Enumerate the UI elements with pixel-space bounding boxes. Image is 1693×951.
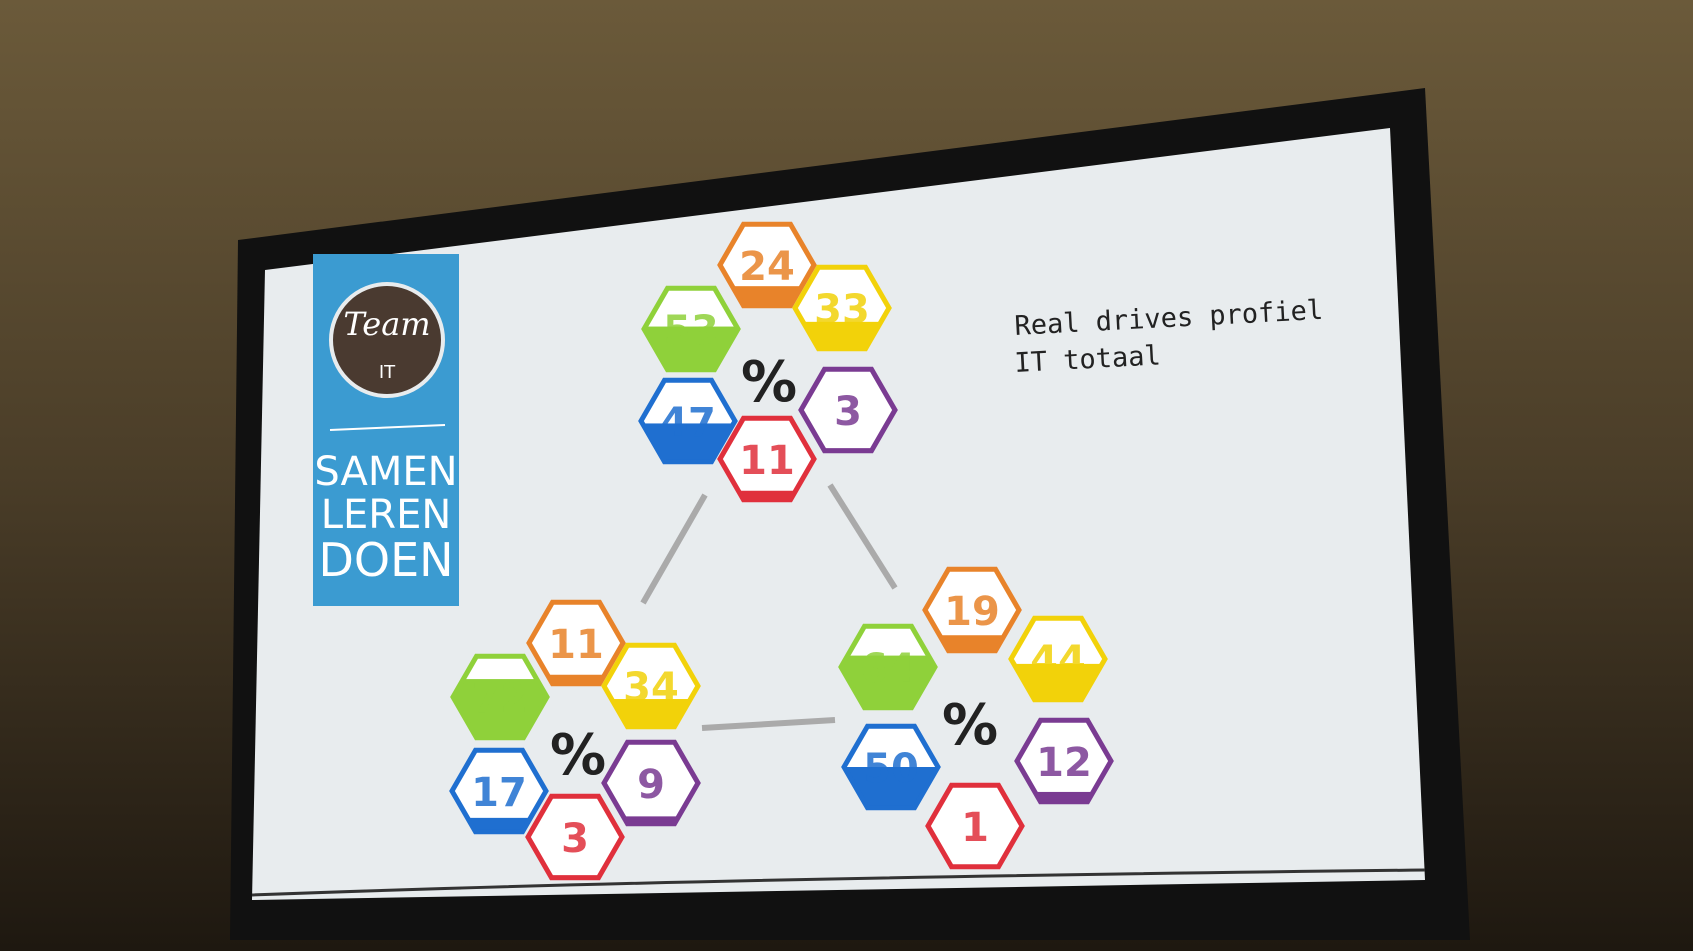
hex-fill	[604, 816, 698, 824]
hex-fill	[529, 674, 623, 684]
connector	[640, 493, 708, 605]
hex-value: 12	[1036, 740, 1092, 786]
stage-edge	[251, 868, 1426, 897]
hex-value: 64	[860, 646, 916, 692]
hex-value: 53	[663, 308, 719, 354]
logo-team: Team	[343, 305, 430, 343]
hex-background	[528, 796, 622, 878]
logo-circle	[329, 282, 445, 398]
connector	[827, 483, 898, 590]
logo-rule	[329, 424, 446, 431]
hex-outline	[1014, 717, 1114, 805]
hex-value: 34	[623, 665, 679, 711]
hex-value: 17	[471, 770, 527, 816]
hex-value: 44	[1030, 638, 1086, 684]
percent-symbol: %	[550, 723, 606, 788]
hex-outline	[925, 782, 1025, 870]
hex-background	[925, 569, 1019, 651]
hex-outline	[798, 366, 898, 454]
hex-value: 3	[561, 816, 589, 862]
hex-background	[529, 602, 623, 684]
hex-value: 9	[637, 762, 665, 808]
hex-outline	[641, 285, 741, 373]
hex-value: 33	[814, 287, 870, 333]
hex-value: 19	[944, 589, 1000, 635]
hex-background	[1017, 720, 1111, 802]
hex-outline	[526, 599, 626, 687]
hex-background	[452, 750, 546, 832]
slide	[252, 128, 1425, 900]
hex-cluster: % 11 34 9 3 17 72	[449, 599, 701, 881]
hex-outline	[638, 377, 738, 465]
hex-outline	[525, 793, 625, 881]
hex-outline	[1008, 615, 1108, 703]
hex-outline	[792, 264, 892, 352]
hex-outline	[449, 747, 549, 835]
hex-value: 72	[472, 676, 528, 722]
hex-background	[928, 785, 1022, 867]
hex-value: 1	[961, 805, 989, 851]
hex-background	[801, 369, 895, 451]
percent-symbol: %	[942, 693, 998, 758]
hex-outline	[450, 653, 550, 741]
slide-subtitle: IT totaal	[1014, 340, 1162, 379]
hex-background	[720, 418, 814, 500]
hex-value: 24	[739, 244, 795, 290]
logo-line: LEREN	[321, 492, 452, 538]
hex-fill	[1017, 791, 1111, 802]
logo-unit: IT	[379, 362, 396, 383]
hex-outline	[717, 415, 817, 503]
hex-outline	[601, 642, 701, 730]
hex-fill	[720, 490, 814, 500]
hex-background	[604, 742, 698, 824]
connector	[701, 717, 836, 731]
hex-outline	[601, 739, 701, 827]
hex-value: 11	[548, 622, 604, 668]
hex-value: 47	[660, 400, 716, 446]
hex-outline	[841, 723, 941, 811]
hex-outline	[838, 623, 938, 711]
hex-value: 50	[863, 746, 919, 792]
hex-background	[720, 224, 814, 306]
logo-line: DOEN	[318, 533, 453, 587]
logo-line: SAMEN	[314, 449, 457, 495]
hex-outline	[717, 221, 817, 309]
hex-outline	[922, 566, 1022, 654]
percent-symbol: %	[741, 350, 797, 415]
hex-value: 3	[834, 389, 862, 435]
hex-cluster: % 19 44 12 1 50 64	[838, 566, 1114, 870]
hex-value: 11	[739, 438, 795, 484]
